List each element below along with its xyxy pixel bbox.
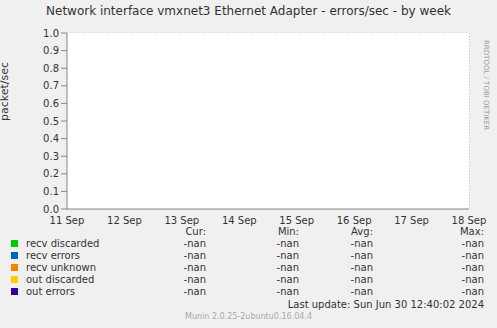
html-text:-nan: -nan [461, 274, 484, 285]
html-text:-nan: -nan [183, 274, 206, 285]
html-text:-nan: -nan [183, 262, 206, 273]
svg-text:18 Sep: 18 Sep [452, 215, 487, 226]
html-text:Last update: Sun Jun 30 12:40:: Last update: Sun Jun 30 12:40:02 2024 [287, 299, 484, 310]
html-text:RRDTOOL / TOBI OETIKER: RRDTOOL / TOBI OETIKER [482, 40, 490, 131]
svg-text:0.6: 0.6 [43, 98, 59, 109]
html-text:-nan: -nan [350, 262, 373, 273]
svg-text:15 Sep: 15 Sep [279, 215, 314, 226]
html-text:recv unknown: recv unknown [26, 262, 97, 273]
html-text:Max:: Max: [460, 226, 484, 237]
html-text:recv discarded: recv discarded [26, 238, 100, 249]
svg-text:17 Sep: 17 Sep [394, 215, 429, 226]
html-text:Avg:: Avg: [351, 226, 373, 237]
svg-text:0.3: 0.3 [43, 151, 59, 162]
svg-text:0.0: 0.0 [43, 204, 59, 215]
html-text:-nan: -nan [350, 238, 373, 249]
svg-text:11 Sep: 11 Sep [50, 215, 85, 226]
html-text:Cur:: Cur: [185, 226, 206, 237]
svg-text:0.4: 0.4 [43, 133, 59, 144]
html-text:-nan: -nan [276, 286, 299, 297]
html-text:out discarded: out discarded [26, 274, 95, 285]
html-text:-nan: -nan [276, 238, 299, 249]
svg-text:12 Sep: 12 Sep [107, 215, 142, 226]
html-text:-nan: -nan [183, 250, 206, 261]
svg-text:0.8: 0.8 [43, 63, 59, 74]
html-text:-nan: -nan [461, 238, 484, 249]
svg-text:0.2: 0.2 [43, 168, 59, 179]
html-text:-nan: -nan [461, 286, 484, 297]
html-text:-nan: -nan [183, 238, 206, 249]
html-text:-nan: -nan [183, 286, 206, 297]
html-text:Network interface vmxnet3 Ethe: Network interface vmxnet3 Ethernet Adapt… [46, 4, 451, 18]
svg-text:1.0: 1.0 [43, 28, 59, 39]
html-text:-nan: -nan [350, 286, 373, 297]
html-text:-nan: -nan [276, 250, 299, 261]
svg-text:packet/sec: packet/sec [8, 62, 11, 121]
html-text:-nan: -nan [350, 274, 373, 285]
svg-text:16 Sep: 16 Sep [337, 215, 372, 226]
html-text:-nan: -nan [276, 262, 299, 273]
svg-text:0.5: 0.5 [43, 116, 59, 127]
svg-text:0.9: 0.9 [43, 45, 59, 56]
svg-text:0.7: 0.7 [43, 80, 59, 91]
svg-text:14 Sep: 14 Sep [222, 215, 257, 226]
svg-text:13 Sep: 13 Sep [164, 215, 199, 226]
html-text:-nan: -nan [276, 274, 299, 285]
html-text:out errors: out errors [26, 286, 75, 297]
svg-text:0.1: 0.1 [43, 186, 59, 197]
html-text:-nan: -nan [350, 250, 373, 261]
html-text:-nan: -nan [461, 250, 484, 261]
html-text:Munin 2.0.25-2ubuntu0.16.04.4: Munin 2.0.25-2ubuntu0.16.04.4 [185, 312, 312, 321]
html-text:recv errors: recv errors [26, 250, 81, 261]
html-text:-nan: -nan [461, 262, 484, 273]
html-text:Min:: Min: [277, 226, 299, 237]
